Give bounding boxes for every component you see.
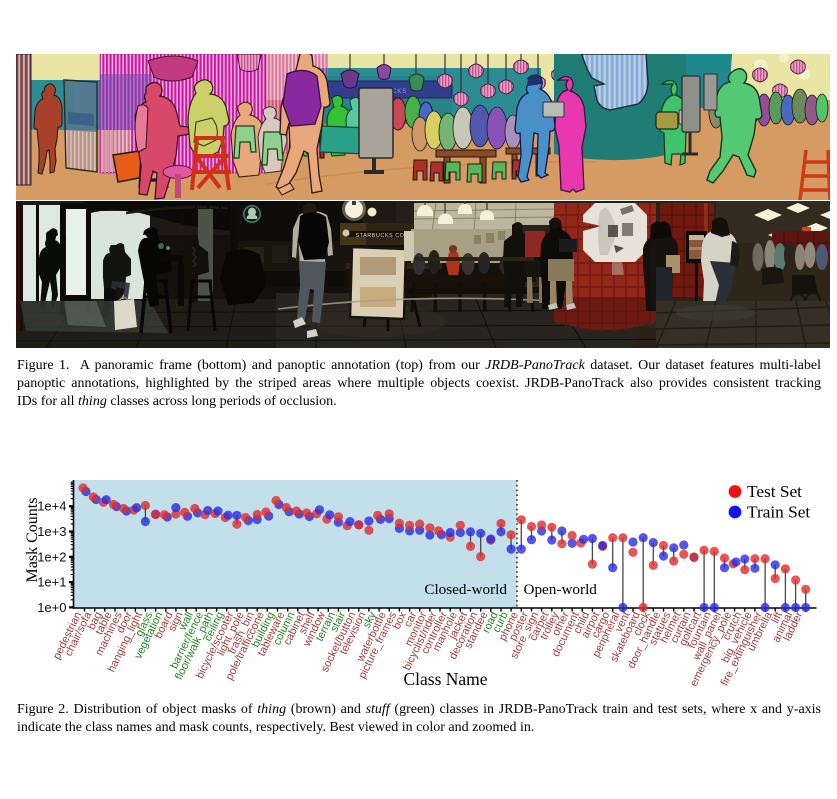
svg-text:Test Set: Test Set bbox=[747, 482, 802, 501]
svg-text:1e+3: 1e+3 bbox=[37, 524, 66, 539]
svg-text:1e+4: 1e+4 bbox=[37, 499, 66, 514]
svg-text:Train Set: Train Set bbox=[747, 503, 810, 522]
svg-text:Closed-world: Closed-world bbox=[424, 581, 507, 598]
svg-text:Class Name: Class Name bbox=[403, 669, 487, 689]
svg-text:1e+2: 1e+2 bbox=[37, 549, 66, 564]
svg-text:lift: lift bbox=[769, 610, 785, 625]
svg-text:Open-world: Open-world bbox=[524, 581, 598, 598]
svg-text:Mask Counts: Mask Counts bbox=[24, 498, 41, 583]
svg-text:1e+0: 1e+0 bbox=[37, 600, 66, 615]
svg-text:1e+1: 1e+1 bbox=[37, 575, 66, 590]
svg-text:STARBUCKS COFFEE: STARBUCKS COFFEE bbox=[355, 233, 420, 239]
